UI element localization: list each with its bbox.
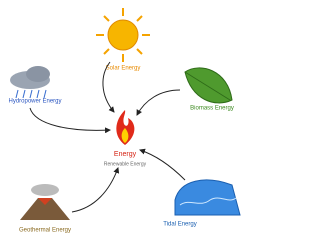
fire-icon <box>116 110 134 145</box>
water-icon <box>175 180 240 215</box>
node-label: Tidal Energy <box>163 222 196 228</box>
page: {"center": {"label": "Energy", "subtitle… <box>0 0 320 246</box>
arrow <box>30 108 110 130</box>
leaf-icon <box>185 68 232 103</box>
node-label: Geothermal Energy <box>19 228 71 234</box>
arrow <box>137 90 180 115</box>
center-label: Energy <box>114 151 137 158</box>
sun-icon <box>96 8 150 62</box>
rain-cloud-icon <box>10 66 50 98</box>
node-label: Solar Energy <box>106 66 141 72</box>
node-label: Biomass Energy <box>190 106 234 112</box>
arrow <box>140 150 185 180</box>
center-subtitle: Renewable Energy <box>104 161 147 167</box>
volcano-icon <box>20 184 70 220</box>
arrow <box>72 168 118 212</box>
diagram: Solar Energy Biomass Energy Hydropower E… <box>0 0 252 246</box>
node-label: Hydropower Energy <box>8 99 61 105</box>
